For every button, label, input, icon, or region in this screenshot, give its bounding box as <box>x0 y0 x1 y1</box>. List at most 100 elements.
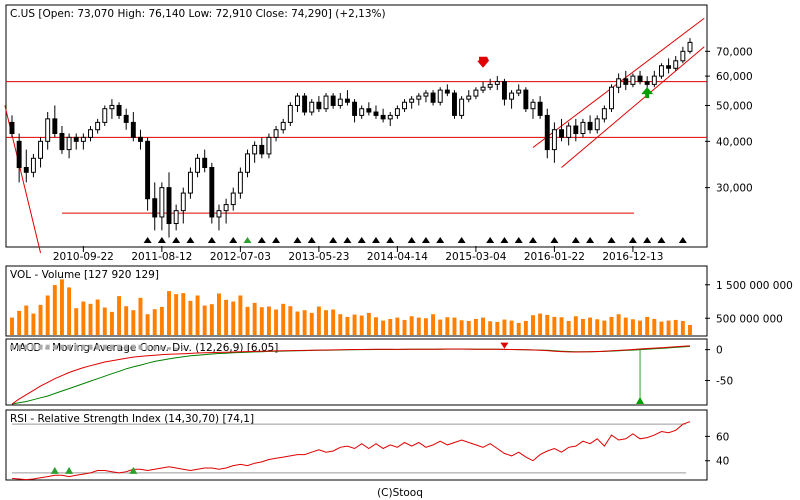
candle-body <box>266 136 272 155</box>
candle-body <box>444 89 450 94</box>
candle-body <box>573 125 579 135</box>
volume-bar <box>24 305 29 335</box>
macd-y-tick-label: 0 <box>716 345 723 357</box>
candle-body <box>673 60 679 69</box>
signal-triangle-marker <box>500 237 509 243</box>
macd-histogram-bar <box>59 344 64 350</box>
volume-bar <box>138 297 143 335</box>
candle-body <box>295 95 300 106</box>
price-x-tick-label: 2010-09-22 <box>53 251 114 263</box>
volume-bar <box>152 309 157 335</box>
macd-histogram-bar <box>145 345 150 350</box>
volume-bar <box>588 317 593 335</box>
candle-body <box>209 166 215 218</box>
candle-body <box>623 78 629 85</box>
price-x-axis: 2010-09-22 2011-08-12 2012-07-03 2013-05-23… <box>53 246 663 263</box>
sell-arrow-marker <box>477 56 490 68</box>
macd-histogram-bar <box>131 344 136 350</box>
macd-histogram-bar <box>52 344 57 350</box>
volume-bar <box>202 305 207 335</box>
candle-body <box>16 140 22 168</box>
macd-histogram-bar <box>81 344 86 350</box>
volume-bar <box>81 301 86 335</box>
macd-histogram-bar <box>138 344 143 350</box>
volume-bar <box>466 320 471 335</box>
candle-body <box>373 111 379 116</box>
rsi-y-tick-label: 40 <box>716 456 729 468</box>
volume-bar <box>74 308 79 335</box>
signal-triangle-marker <box>307 237 316 243</box>
volume-bar <box>366 312 371 335</box>
signal-triangle-marker <box>457 237 466 243</box>
volume-bar <box>295 311 300 335</box>
volume-bar <box>459 320 464 335</box>
volume-bar <box>167 291 171 335</box>
volume-bar <box>259 307 264 335</box>
candle-body <box>66 136 72 151</box>
candle-body <box>630 75 636 85</box>
volume-bar <box>431 314 436 335</box>
candle-body <box>216 210 222 218</box>
candle-body <box>173 210 179 225</box>
price-markers <box>477 56 654 99</box>
candle-body <box>116 104 122 116</box>
macd-histogram-bar <box>117 344 122 350</box>
price-x-tick-label: 2016-12-13 <box>602 251 663 263</box>
volume-bar <box>523 320 528 335</box>
volume-bar <box>516 322 521 335</box>
price-y-tick-label: 50,000 <box>716 100 753 112</box>
candle-body <box>287 104 293 123</box>
volume-bar <box>374 317 378 335</box>
signal-triangle-marker <box>257 237 266 243</box>
signal-triangle-marker <box>357 237 366 243</box>
volume-panel: VOL - Volume [127 920 129] 500 000 000 1 … <box>5 265 793 337</box>
volume-bar <box>316 306 321 335</box>
candle-body <box>366 108 372 113</box>
candle-body <box>637 75 643 83</box>
volume-bar <box>38 304 43 335</box>
candle-body <box>202 157 208 168</box>
candle-body <box>245 153 250 173</box>
volume-bar <box>159 306 164 335</box>
volume-bar <box>67 287 72 335</box>
rsi-markers <box>50 466 138 474</box>
volume-bar <box>481 317 485 335</box>
candle-body <box>38 140 44 159</box>
volume-bar <box>252 302 257 335</box>
signal-triangle-marker <box>229 237 238 243</box>
volume-bar <box>452 317 457 335</box>
volume-bar <box>109 311 114 335</box>
candle-body <box>109 104 115 110</box>
volume-bar <box>288 306 293 335</box>
candle-body <box>223 204 229 212</box>
volume-bar <box>666 320 671 335</box>
signal-triangle-marker <box>329 237 338 243</box>
volume-bar <box>95 299 100 335</box>
candle-body <box>123 114 129 123</box>
volume-bar <box>616 314 621 335</box>
candle-body <box>273 129 279 138</box>
macd-buy-marker <box>636 397 645 404</box>
volume-bar <box>659 321 664 335</box>
signal-triangle-marker <box>571 237 580 243</box>
macd-sell-marker <box>500 342 509 349</box>
macd-y-tick-label: -50 <box>716 376 733 388</box>
volume-bar <box>573 316 578 335</box>
candle-body <box>259 144 265 155</box>
volume-bar <box>88 303 93 335</box>
volume-bar <box>381 320 386 335</box>
volume-y-tick-label: 500 000 000 <box>716 313 783 325</box>
macd-histogram-bar <box>124 344 129 350</box>
candle-body <box>516 89 522 94</box>
candle-body <box>580 121 586 134</box>
volume-bar <box>623 317 628 335</box>
price-triangle-markers <box>143 237 687 243</box>
macd-markers <box>500 342 645 404</box>
candle-body <box>166 187 172 225</box>
macd-histogram-bar <box>67 344 72 350</box>
signal-triangle-marker <box>528 237 537 243</box>
volume-bar <box>181 293 186 335</box>
candle-body <box>237 171 243 194</box>
candle-body <box>601 108 607 120</box>
